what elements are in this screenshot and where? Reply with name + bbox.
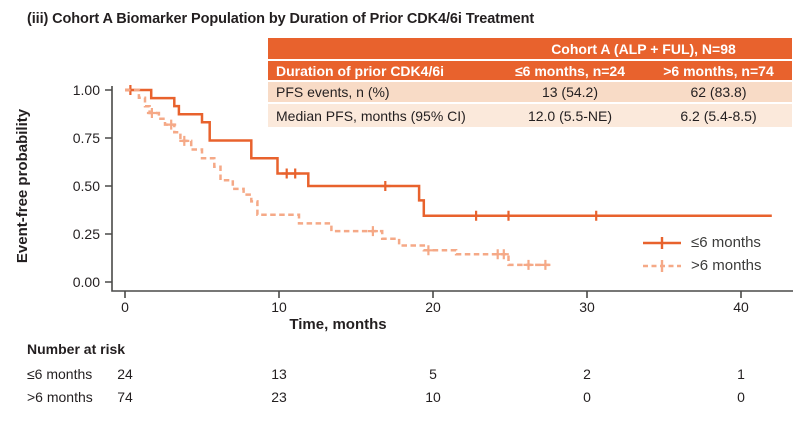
risk-count: 2 <box>583 366 591 382</box>
risk-count: 1 <box>737 366 745 382</box>
summary-table-header-label: Duration of prior CDK4/6i <box>276 62 445 79</box>
median-pfs-group2: 6.2 (5.4-8.5) <box>680 107 757 124</box>
summary-table-header-group2: >6 months, n=74 <box>663 62 774 79</box>
risk-count: 10 <box>425 389 441 405</box>
y-tick-label: 0.50 <box>72 178 100 194</box>
summary-table-merged-header-row: Cohort A (ALP + FUL), N=98 <box>268 38 792 61</box>
km-curve-solid <box>125 88 772 218</box>
dashed-line-plus-icon <box>643 259 681 272</box>
median-pfs-label: Median PFS, months (95% CI) <box>276 107 466 124</box>
legend-item-gt6-months: >6 months <box>642 254 761 277</box>
x-tick-label: 10 <box>271 299 287 315</box>
pfs-events-group1: 13 (54.2) <box>541 84 599 100</box>
x-tick-label: 20 <box>425 299 441 315</box>
axis-tick-marks <box>105 89 742 298</box>
risk-row-label: ≤6 months <box>27 366 93 382</box>
risk-count: 0 <box>583 389 591 405</box>
summary-table-row-pfs-events: PFS events, n (%) 13 (54.2) 62 (83.8) <box>268 82 792 104</box>
pfs-events-label: PFS events, n (%) <box>276 84 390 100</box>
risk-count: 23 <box>271 389 287 405</box>
y-tick-label: 1.00 <box>72 82 100 98</box>
legend-item-le6-months: ≤6 months <box>642 231 761 254</box>
axes-lines <box>111 86 793 292</box>
figure-title: (iii) Cohort A Biomarker Population by D… <box>27 11 535 27</box>
number-at-risk-heading: Number at risk <box>27 341 126 357</box>
summary-table-cohort-header: Cohort A (ALP + FUL), N=98 <box>551 40 736 57</box>
risk-count: 74 <box>117 389 133 405</box>
risk-count: 13 <box>271 366 287 382</box>
summary-table-header-group1: ≤6 months, n=24 <box>515 62 625 79</box>
x-tick-label: 30 <box>579 299 595 315</box>
km-curve-dashed <box>125 88 554 267</box>
risk-row-gt6-months: >6 months 74 23 10 0 0 <box>0 389 795 407</box>
censor-marks-dashed <box>146 108 551 270</box>
y-tick-label: 0.75 <box>72 130 100 146</box>
x-tick-label: 0 <box>121 299 129 315</box>
risk-row-label: >6 months <box>27 389 93 405</box>
solid-line-plus-icon <box>643 236 681 249</box>
legend-label-le6-months: ≤6 months <box>691 234 761 251</box>
x-tick-label: 40 <box>733 299 749 315</box>
risk-count: 0 <box>737 389 745 405</box>
risk-row-le6-months: ≤6 months 24 13 5 2 1 <box>0 366 795 384</box>
summary-table-row-median-pfs: Median PFS, months (95% CI) 12.0 (5.5-NE… <box>268 104 792 127</box>
legend-label-gt6-months: >6 months <box>691 257 762 274</box>
x-axis-label: Time, months <box>289 316 387 333</box>
median-pfs-group1: 12.0 (5.5-NE) <box>527 107 613 124</box>
risk-count: 24 <box>117 366 133 382</box>
legend: ≤6 months >6 months <box>642 231 761 277</box>
y-tick-label: 0.00 <box>72 274 100 290</box>
y-tick-label: 0.25 <box>72 226 100 242</box>
pfs-events-group2: 62 (83.8) <box>690 84 747 100</box>
summary-table: Cohort A (ALP + FUL), N=98 Duration of p… <box>268 38 792 127</box>
summary-table-columns-header-row: Duration of prior CDK4/6i ≤6 months, n=2… <box>268 61 792 82</box>
risk-count: 5 <box>429 366 437 382</box>
